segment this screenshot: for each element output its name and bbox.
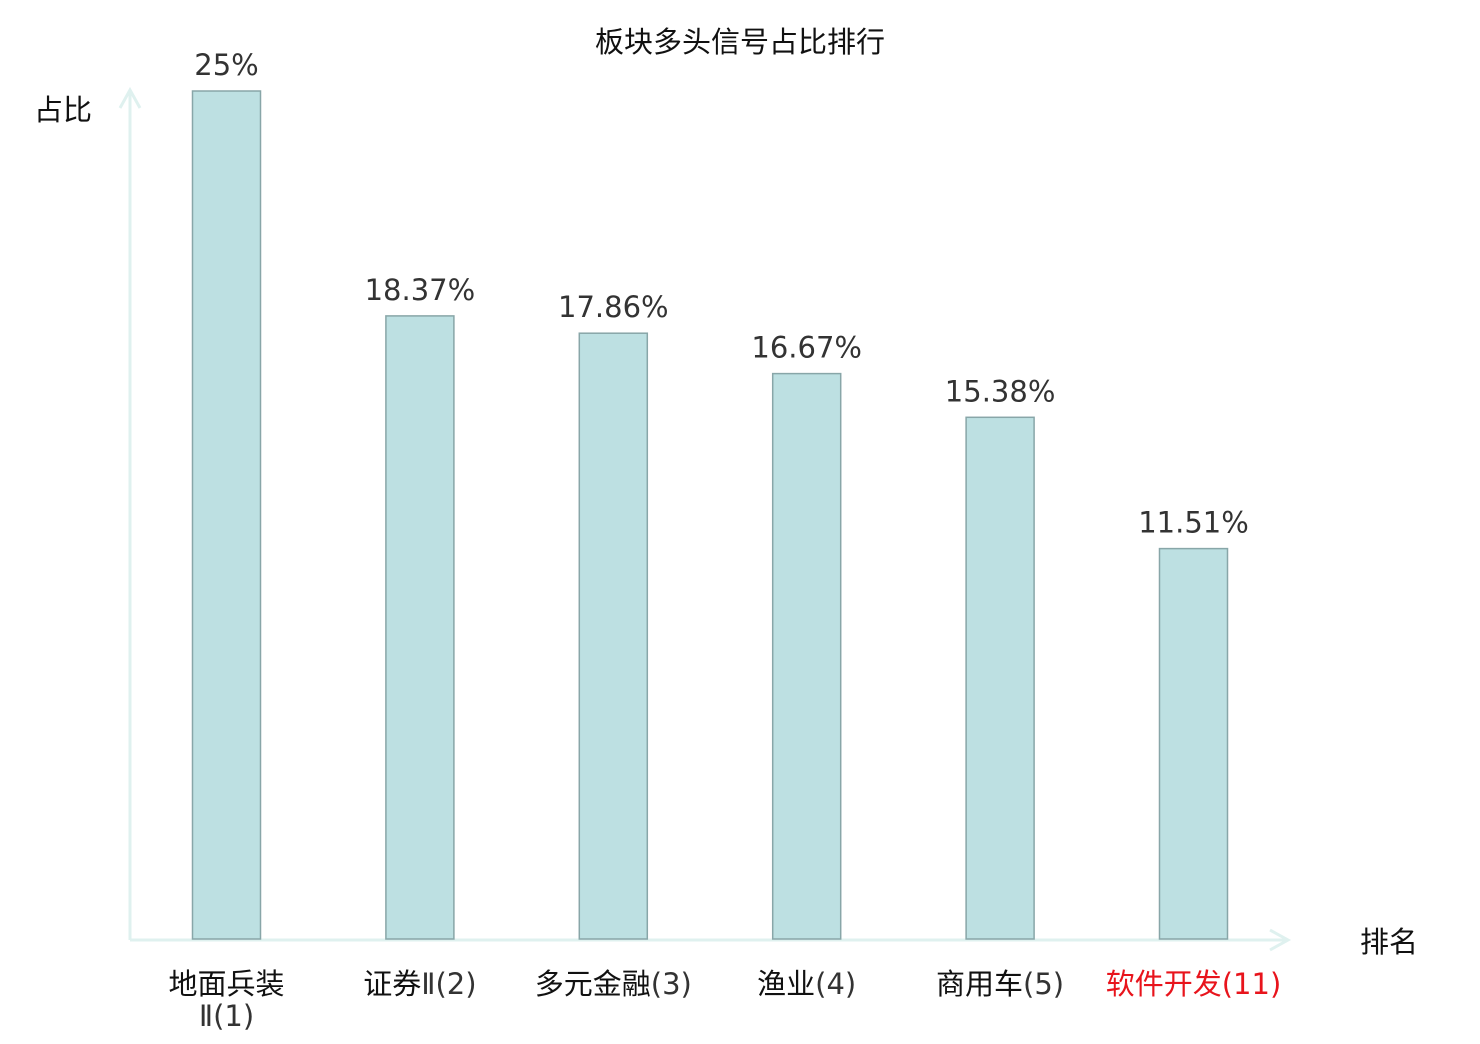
- category-name: 多元金融: [535, 967, 651, 1001]
- y-axis-label: 占比: [34, 93, 92, 127]
- bars-layer: [191, 90, 1229, 940]
- category-label: 渔业(4): [757, 967, 856, 1001]
- category-rank: (4): [815, 967, 856, 1001]
- bar: [385, 315, 455, 940]
- bar: [771, 372, 842, 940]
- bar-value-label: 18.37%: [365, 273, 476, 307]
- y-axis-arrow-icon: [118, 86, 142, 109]
- category-rank: Ⅱ(2): [421, 967, 476, 1001]
- category-label: 地面兵装: [168, 967, 284, 1001]
- category-rank: Ⅱ(1): [199, 999, 254, 1033]
- bar-value-label: 17.86%: [558, 290, 669, 324]
- bar-value-label: 16.67%: [751, 331, 862, 365]
- bar-value-label: 11.51%: [1138, 506, 1249, 540]
- bar: [578, 332, 649, 940]
- bar-value-label: 15.38%: [945, 374, 1056, 408]
- category-name: 地面兵装: [168, 967, 284, 1001]
- category-label: 软件开发(11): [1106, 967, 1282, 1001]
- bar: [965, 416, 1035, 940]
- category-name: 证券: [363, 967, 421, 1001]
- axes: [118, 86, 1292, 952]
- category-name: 渔业: [757, 967, 815, 1001]
- bar-value-label: 25%: [194, 48, 258, 82]
- category-name: 商用车: [936, 967, 1023, 1001]
- bar: [1158, 547, 1229, 940]
- chart-title: 板块多头信号占比排行: [595, 25, 885, 59]
- value-labels-layer: 25% 18.37% 17.86% 16.67% 15.38% 11.51%: [194, 48, 1249, 540]
- category-label: 商用车(5): [936, 967, 1064, 1001]
- category-rank: (11): [1222, 967, 1282, 1001]
- category-rank: (3): [651, 967, 692, 1001]
- category-rank: (5): [1023, 967, 1064, 1001]
- category-name: 软件开发: [1106, 967, 1222, 1001]
- x-axis-label: 排名: [1360, 925, 1418, 959]
- category-label: 多元金融(3): [535, 967, 692, 1001]
- x-axis-arrow-icon: [1269, 928, 1292, 952]
- bar: [191, 90, 262, 940]
- category-label: 证券Ⅱ(2): [363, 967, 476, 1001]
